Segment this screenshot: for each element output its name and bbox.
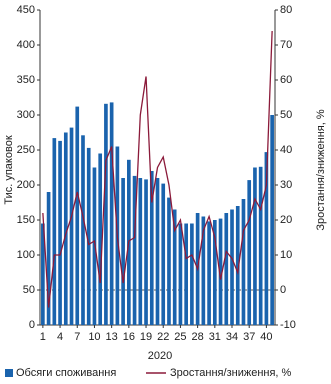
x-tick-label: 13 [106, 331, 118, 343]
y2-tick-label: 50 [280, 109, 292, 121]
y-tick-label: 0 [29, 319, 35, 331]
x-tick-label: 25 [174, 331, 186, 343]
x-tick-label: 22 [157, 331, 169, 343]
bar [98, 153, 103, 325]
y-tick-label: 50 [23, 284, 35, 296]
line [42, 30, 273, 308]
bar [230, 209, 234, 325]
y2-tick-label: 80 [280, 4, 292, 16]
bar [86, 147, 91, 325]
y-tick-label: 250 [17, 144, 35, 156]
bar [258, 166, 263, 325]
bar [235, 206, 240, 325]
x-tick-label: 28 [191, 331, 203, 343]
bar [138, 178, 143, 325]
bar [69, 127, 74, 325]
bar [270, 115, 274, 325]
bar [218, 218, 223, 325]
bar [201, 216, 206, 325]
y-tick-label: 350 [17, 74, 35, 86]
x-tick-label: 16 [123, 331, 135, 343]
bar [190, 223, 194, 325]
bar [178, 223, 183, 325]
bar [144, 179, 148, 325]
y2-tick-label: 70 [280, 39, 292, 51]
bar [46, 192, 51, 325]
x-tick-label: 40 [260, 331, 272, 343]
bar [121, 178, 125, 325]
y-axis-title: Тис. упаковок [3, 135, 15, 204]
legend-swatch [5, 369, 13, 377]
bar [63, 132, 68, 325]
bar [172, 209, 177, 325]
x-tick-label: 34 [226, 331, 238, 343]
y-tick-label: 450 [17, 4, 35, 16]
bar [224, 213, 229, 325]
bar [247, 180, 252, 325]
bar [41, 223, 45, 325]
y-tick-label: 300 [17, 109, 35, 121]
bar [52, 138, 57, 325]
y-tick-label: 100 [17, 249, 35, 261]
bar [132, 175, 137, 325]
y2-tick-label: 10 [280, 249, 292, 261]
bar [253, 167, 257, 325]
y2-tick-label: 40 [280, 144, 292, 156]
y2-axis-title: Зростання/зниження, % [315, 109, 327, 231]
bar [81, 135, 85, 325]
y2-tick-label: -10 [280, 319, 296, 331]
y-tick-label: 150 [17, 214, 35, 226]
bar [104, 103, 108, 325]
y2-tick-label: 30 [280, 179, 292, 191]
bar [264, 152, 269, 325]
x-tick-label: 1 [40, 331, 46, 343]
y-tick-label: 200 [17, 179, 35, 191]
bar [155, 178, 160, 325]
x-tick-label: 4 [57, 331, 63, 343]
bar [212, 220, 217, 325]
x-tick-label: 7 [74, 331, 80, 343]
y-tick-label: 400 [17, 39, 35, 51]
x-tick-label: 10 [88, 331, 100, 343]
x-axis-title: 2020 [148, 350, 172, 362]
bar [241, 199, 246, 325]
bar [167, 197, 171, 325]
legend-label: Обсяги споживання [16, 367, 116, 379]
x-tick-label: 19 [140, 331, 152, 343]
bar [207, 221, 211, 325]
bar [184, 223, 188, 325]
bar [161, 183, 166, 325]
x-tick-label: 31 [209, 331, 221, 343]
y2-tick-label: 60 [280, 74, 292, 86]
bar [92, 167, 97, 325]
y2-tick-label: 0 [280, 284, 286, 296]
x-tick-label: 37 [243, 331, 255, 343]
bar [58, 140, 62, 325]
legend-label: Зростання/зниження, % [170, 367, 292, 379]
bar [149, 171, 154, 325]
bar [109, 102, 114, 326]
y2-tick-label: 20 [280, 214, 292, 226]
bar [75, 106, 80, 325]
